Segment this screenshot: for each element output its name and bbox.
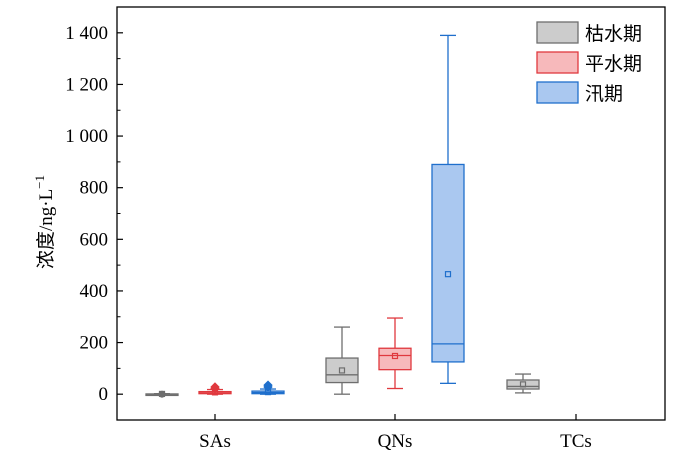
x-axis: SAs QNs TCs: [199, 414, 592, 452]
legend-label: 平水期: [585, 53, 642, 75]
legend-item: 平水期: [536, 51, 642, 75]
outlier-point: [263, 380, 273, 390]
y-tick-label: 800: [80, 178, 109, 199]
y-tick-label: 0: [99, 384, 109, 405]
mean-marker: [444, 271, 452, 278]
y-tick-label: 1 200: [65, 74, 108, 95]
legend-label: 枯水期: [585, 23, 642, 45]
x-tick-label: TCs: [560, 431, 592, 452]
y-axis-label: 浓度/ng·L−1: [32, 175, 57, 269]
box-TCs: [506, 373, 540, 394]
box-QNs: [431, 34, 465, 384]
y-axis-label-superscript: −1: [32, 175, 47, 189]
y-tick-label: 1 000: [65, 126, 108, 147]
y-tick-label: 600: [80, 229, 109, 250]
x-tick-label: QNs: [378, 431, 413, 452]
legend-item: 枯水期: [536, 21, 642, 45]
box-body: [431, 163, 465, 363]
mean-marker: [391, 352, 399, 360]
y-tick-label: 1 400: [65, 23, 108, 44]
box-QNs: [378, 317, 412, 390]
box-QNs: [325, 326, 359, 395]
box-series: [145, 34, 540, 398]
y-axis-label-main: 浓度/ng·L: [35, 189, 57, 269]
box-series-group: [145, 326, 540, 398]
mean-marker: [338, 367, 346, 374]
y-axis: 0 200 400 600 800 1 000 1 200 1 400: [65, 6, 123, 421]
y-tick-label: 400: [80, 281, 109, 302]
legend-swatch: [536, 51, 579, 74]
legend-swatch: [536, 81, 579, 104]
y-tick-label: 200: [80, 333, 109, 354]
legend-item: 汛期: [536, 81, 623, 105]
mean-marker: [519, 381, 527, 388]
box-body: [325, 357, 359, 384]
box-SAs: [251, 380, 285, 396]
point-marker: [158, 390, 166, 398]
box-series-group: [251, 34, 465, 396]
legend-label: 汛期: [585, 83, 623, 105]
x-tick-label: SAs: [199, 431, 231, 452]
box-SAs: [145, 390, 179, 398]
box-body: [506, 379, 540, 390]
box-SAs: [198, 382, 232, 396]
box-series-group: [198, 317, 412, 396]
legend-swatch: [536, 21, 579, 44]
outlier-point: [210, 382, 220, 392]
